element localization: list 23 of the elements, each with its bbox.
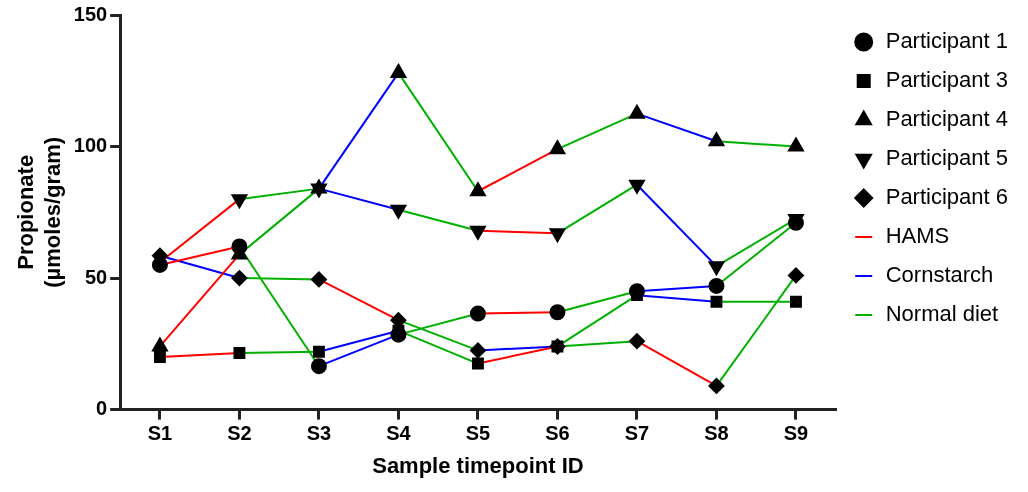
x-tick-label: S3 [306, 422, 332, 445]
legend-label: Participant 3 [885, 67, 1009, 93]
x-axis-title: Sample timepoint ID [372, 452, 584, 478]
x-tick-label: S8 [704, 422, 729, 445]
x-tick-label: S1 [147, 422, 173, 445]
y-tick-label: 100 [73, 134, 108, 157]
x-tick-label: S2 [227, 422, 252, 445]
y-axis-title: Propionate (µmoles/gram) [13, 136, 65, 288]
legend-label: Cornstarch [885, 262, 994, 288]
x-tick-label: S5 [465, 422, 491, 445]
y-tick-label: 50 [84, 265, 108, 288]
legend-label: Participant 6 [885, 184, 1009, 210]
legend-label: HAMS [885, 223, 950, 249]
legend-label: Participant 5 [885, 145, 1009, 171]
y-tick-label: 0 [96, 397, 108, 420]
legend-label: Participant 4 [885, 106, 1009, 132]
y-tick-label: 150 [73, 2, 108, 25]
x-tick-label: S6 [545, 422, 570, 445]
x-tick-label: S7 [624, 422, 650, 445]
legend-label: Participant 1 [885, 28, 1009, 54]
x-tick-label: S4 [386, 422, 412, 445]
x-tick-label: S9 [783, 422, 809, 445]
legend-label: Normal diet [885, 301, 999, 327]
